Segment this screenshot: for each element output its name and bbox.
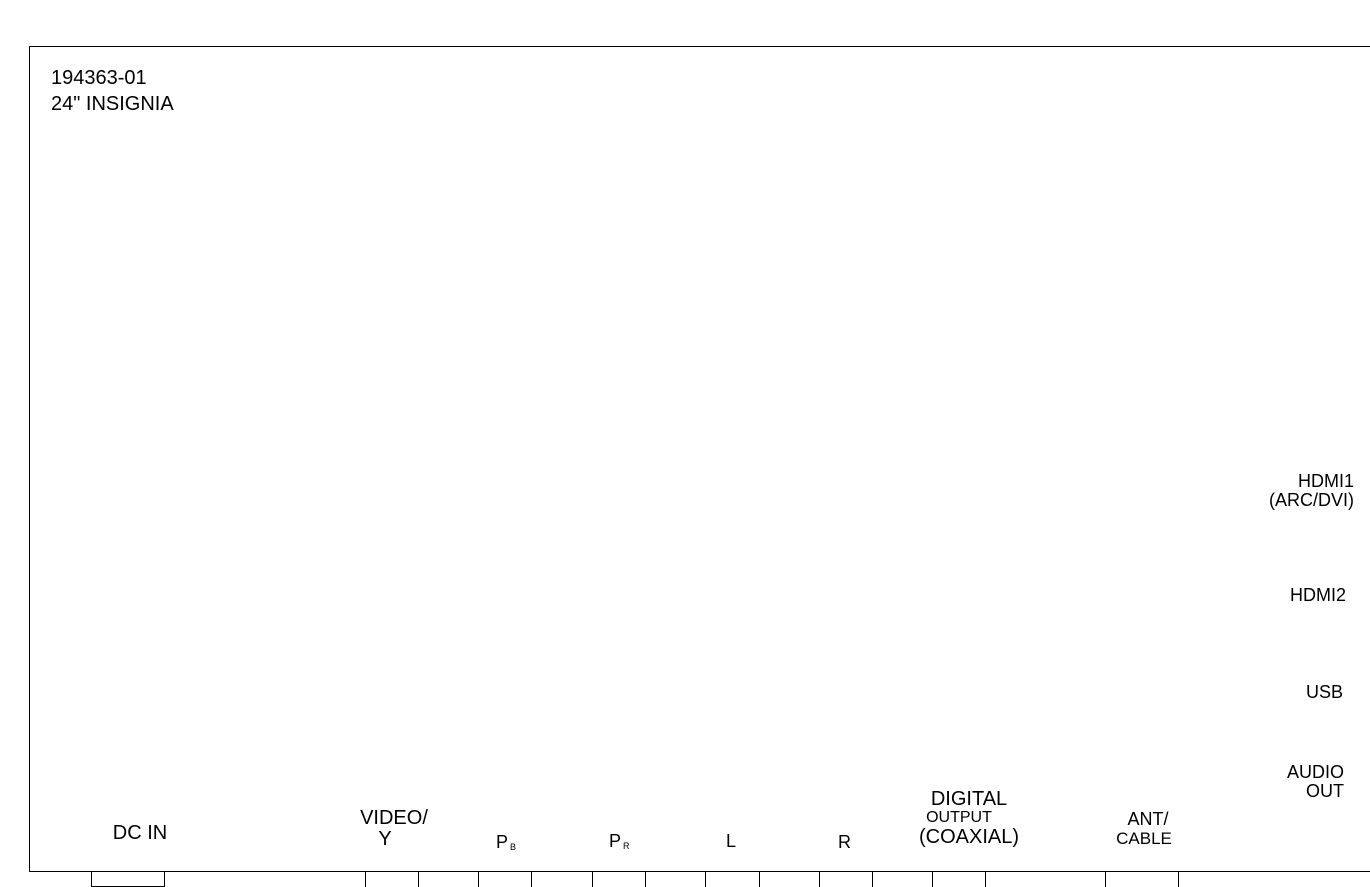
connector-tick [705, 872, 706, 887]
connector-tick [759, 872, 760, 887]
ant-cable-line2: CABLE [1116, 829, 1172, 848]
part-number: 194363-01 [51, 67, 147, 89]
usb-label: USB [1305, 682, 1343, 702]
digital-output-line1: DIGITAL [930, 788, 1008, 810]
connector-tick [645, 872, 646, 887]
model-name: 24" INSIGNIA [51, 93, 174, 115]
audio-out-label-line1: AUDIO [1286, 762, 1344, 782]
audio-out-label-line2: OUT [1306, 781, 1344, 801]
video-y-label: VIDEO/ Y [334, 808, 454, 849]
pr-letter: P [609, 831, 622, 851]
digital-output-line2: OUTPUT [926, 809, 992, 826]
video-y-label-line2: Y [378, 828, 392, 850]
pb-letter: P [496, 832, 509, 852]
hdmi1-label: HDMI1 (ARC/DVI) [1150, 472, 1354, 509]
connector-tick [819, 872, 820, 887]
connector-tick [1105, 872, 1106, 887]
ant-cable-label: ANT/ CABLE [1098, 810, 1198, 847]
panel-outline [29, 46, 1370, 872]
digital-output-line3: (COAXIAL) [918, 826, 1020, 848]
ant-cable-line1: ANT/ [1127, 809, 1169, 829]
connector-tick [592, 872, 593, 887]
dc-in-label: DC IN [112, 822, 168, 844]
audio-right-label: R [838, 832, 851, 852]
hdmi1-label-line1: HDMI1 [1297, 471, 1354, 491]
audio-out-label: AUDIO OUT [1150, 763, 1344, 800]
connector-tick [985, 872, 986, 887]
connector-tick [418, 872, 419, 887]
connector-tick [872, 872, 873, 887]
hdmi2-label: HDMI2 [1289, 585, 1346, 605]
connector-tick [531, 872, 532, 887]
audio-left-label: L [726, 831, 737, 851]
pr-subscript: R [623, 841, 630, 851]
connector-tick [478, 872, 479, 887]
hdmi1-label-line2: (ARC/DVI) [1269, 490, 1354, 510]
connector-tick [365, 872, 366, 887]
video-y-label-line1: VIDEO/ [360, 807, 428, 829]
connector-tick [1178, 872, 1179, 887]
pb-subscript: B [510, 842, 517, 852]
digital-output-label: DIGITAL OUTPUT (COAXIAL) [889, 789, 1049, 847]
dc-in-connector [91, 872, 165, 887]
connector-tick [932, 872, 933, 887]
